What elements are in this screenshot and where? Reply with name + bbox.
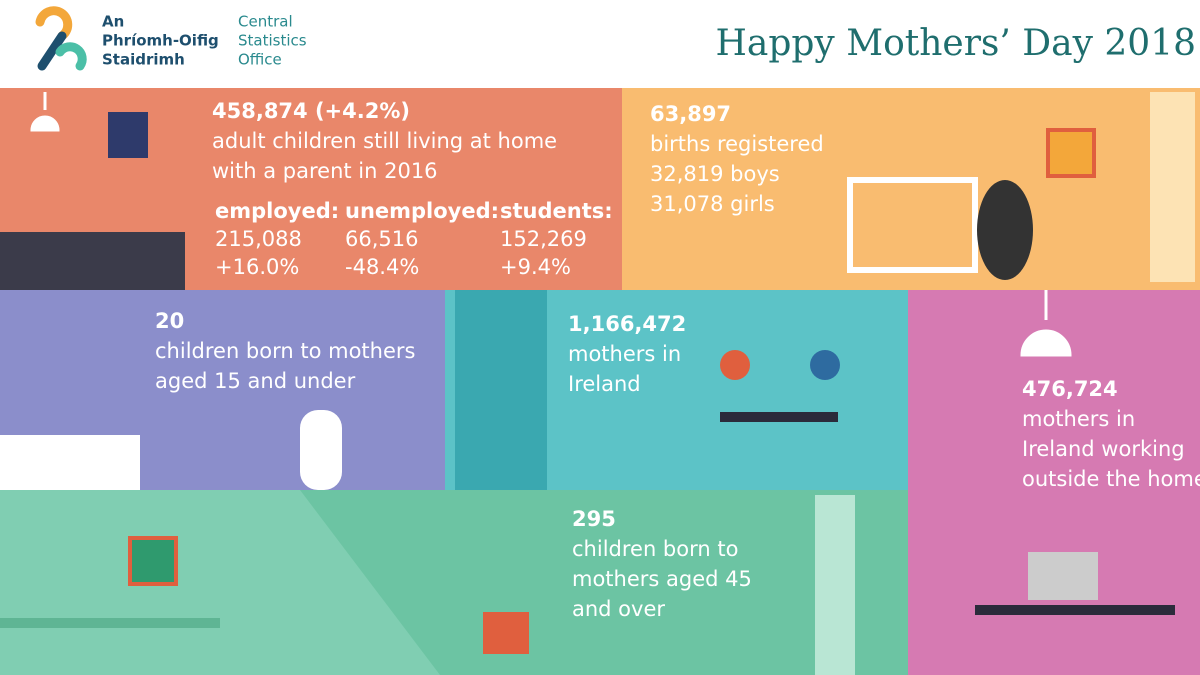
column-label: unemployed: bbox=[345, 199, 499, 223]
window bbox=[108, 112, 148, 158]
stairs bbox=[455, 290, 547, 490]
person bbox=[720, 350, 750, 380]
stat-text: mothers aged 45 bbox=[572, 567, 752, 591]
stat-text: children born to mothers bbox=[155, 339, 415, 363]
lamp bbox=[1020, 290, 1072, 357]
logo-mark bbox=[35, 6, 87, 71]
lamp bbox=[30, 92, 60, 132]
logo-text: Staidrimh bbox=[102, 51, 185, 69]
logo-text: An bbox=[102, 13, 124, 31]
logo-text: Office bbox=[238, 51, 282, 69]
column-change: +9.4% bbox=[500, 255, 571, 279]
bag bbox=[483, 612, 529, 654]
column-value: 152,269 bbox=[500, 227, 587, 251]
bed bbox=[0, 232, 185, 290]
column-label: students: bbox=[500, 199, 613, 223]
column-change: +16.0% bbox=[215, 255, 299, 279]
stat-text: aged 15 and under bbox=[155, 369, 356, 393]
monitor bbox=[1028, 552, 1098, 600]
stat-text: Ireland bbox=[568, 372, 641, 396]
stat-text: and over bbox=[572, 597, 665, 621]
header-bg bbox=[0, 0, 1200, 88]
stat-text: mothers in bbox=[1022, 407, 1135, 431]
logo-text: Central bbox=[238, 13, 293, 31]
stat-number: 476,724 bbox=[1022, 377, 1118, 401]
crib bbox=[847, 177, 978, 273]
bath bbox=[0, 435, 140, 490]
stat-number: 1,166,472 bbox=[568, 312, 686, 336]
logo-text: Statistics bbox=[238, 32, 307, 50]
column-label: employed: bbox=[215, 199, 339, 223]
stat-text: children born to bbox=[572, 537, 738, 561]
stat-text: with a parent in 2016 bbox=[212, 159, 438, 183]
column-value: 215,088 bbox=[215, 227, 302, 251]
stat-number: 458,874 (+4.2%) bbox=[212, 99, 410, 123]
logo-text: Phríomh-Oifig bbox=[102, 32, 219, 50]
stat-text: mothers in bbox=[568, 342, 681, 366]
column-change: -48.4% bbox=[345, 255, 419, 279]
frame bbox=[1046, 128, 1096, 178]
shelf bbox=[0, 618, 220, 628]
stat-text: Ireland working bbox=[1022, 437, 1185, 461]
frame bbox=[128, 536, 178, 586]
stat-text: adult children still living at home bbox=[212, 129, 557, 153]
stat-number: 63,897 bbox=[650, 102, 731, 126]
panel-bg bbox=[622, 88, 1200, 290]
stat-text: 32,819 boys bbox=[650, 162, 780, 186]
door bbox=[815, 495, 855, 675]
stat-number: 20 bbox=[155, 309, 184, 333]
stat-number: 295 bbox=[572, 507, 616, 531]
table bbox=[720, 412, 838, 422]
column-value: 66,516 bbox=[345, 227, 418, 251]
desk bbox=[975, 605, 1175, 615]
stat-text: births registered bbox=[650, 132, 824, 156]
stat-text: outside the home bbox=[1022, 467, 1200, 491]
stat-text: 31,078 girls bbox=[650, 192, 775, 216]
person bbox=[810, 350, 840, 380]
title: Happy Mothers’ Day 2018 bbox=[715, 23, 1196, 64]
toilet bbox=[300, 410, 342, 490]
door bbox=[1150, 92, 1195, 282]
stairs bbox=[300, 490, 908, 675]
person bbox=[977, 180, 1033, 280]
